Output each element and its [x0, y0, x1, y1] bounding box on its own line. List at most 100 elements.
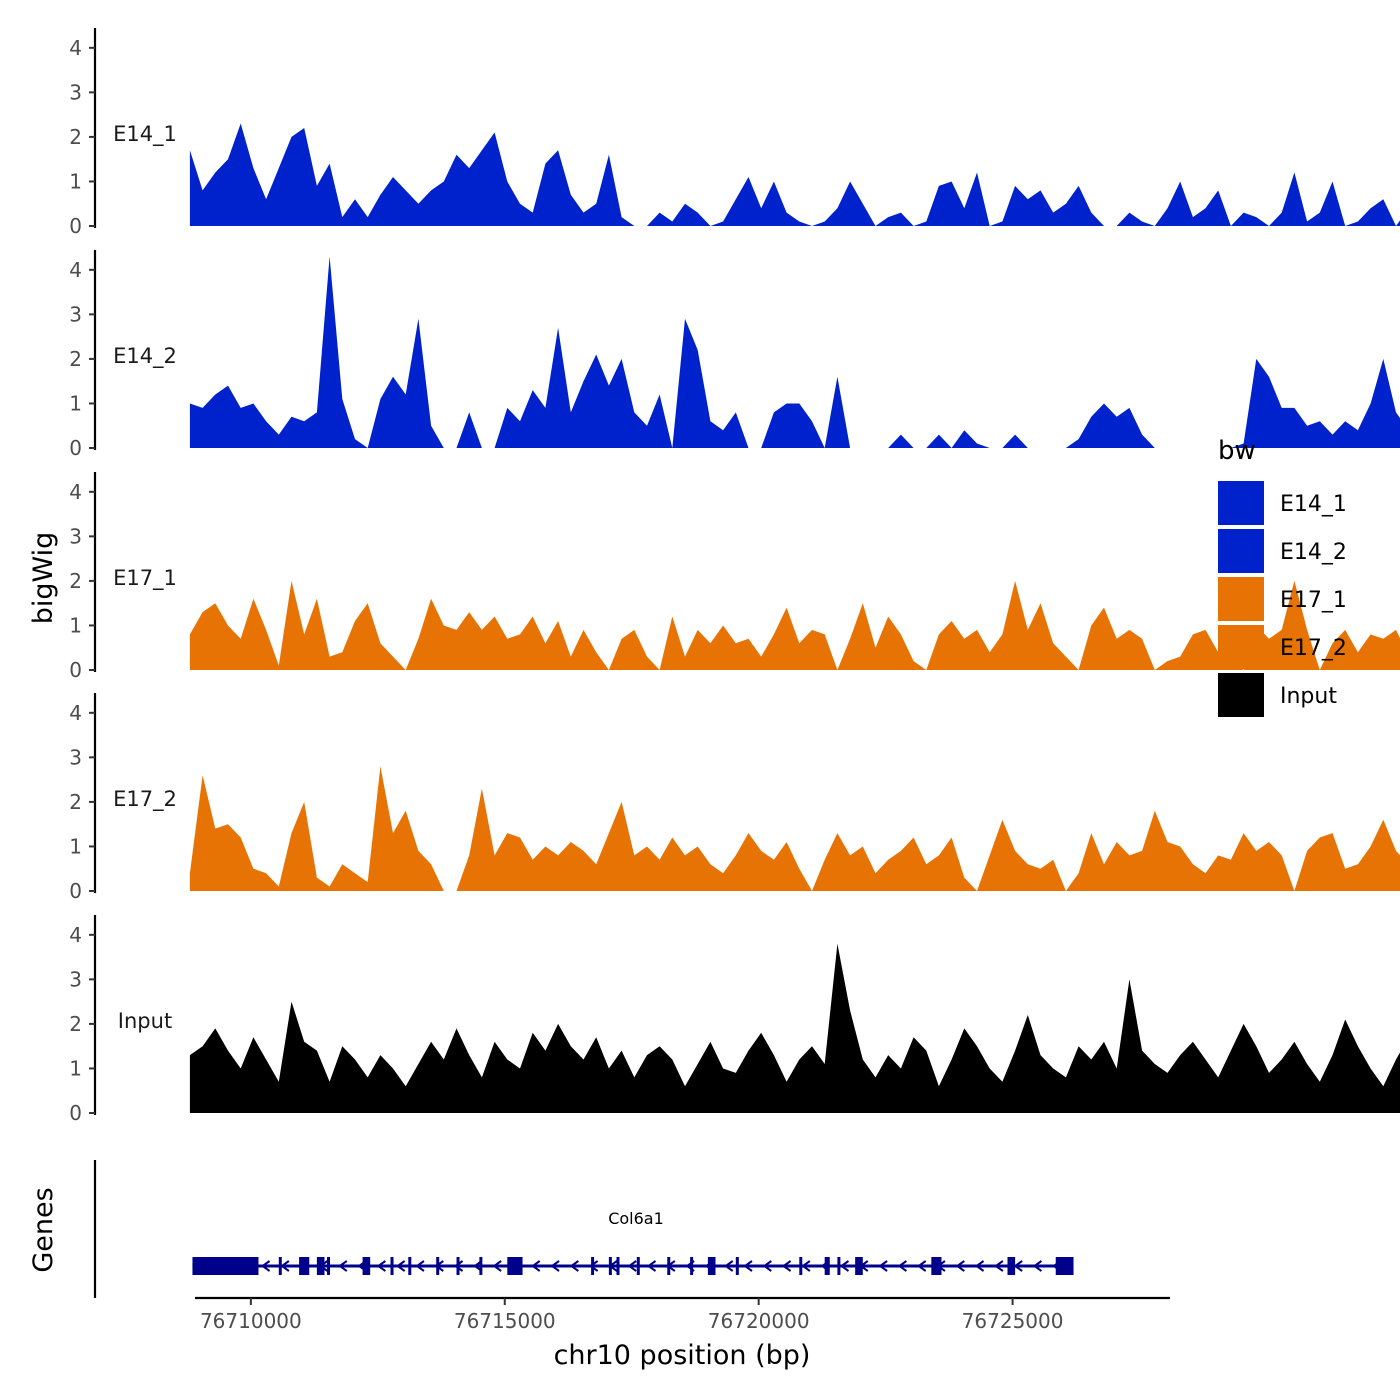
strand-arrow: [974, 1260, 985, 1272]
strand-arrow: [453, 1260, 464, 1272]
y-tick-label: 0: [69, 1101, 82, 1125]
legend-swatch: [1218, 481, 1264, 525]
y-tick-label: 4: [69, 701, 82, 725]
legend: bw E14_1 E14_2 E17_1 E17_2 Input: [1218, 436, 1347, 717]
y-tick-label: 1: [69, 613, 82, 637]
coverage-tracks: 0 1 2 3 4 E14_1 0 1 2 3 4 E14_2 0 1 2 3 4 E17_1 0 1 2 3 4 E17_2…: [69, 28, 1400, 1125]
gene-exon: [707, 1257, 716, 1275]
y-tick-label: 3: [69, 80, 82, 104]
strand-arrow: [338, 1260, 348, 1272]
gene-name-label: Col6a1: [608, 1209, 664, 1228]
legend-label: Input: [1280, 684, 1337, 709]
track-e17-2: 0 1 2 3 4 E17_2: [69, 693, 1400, 903]
gene-exon: [299, 1257, 310, 1275]
strand-arrow: [376, 1260, 386, 1272]
y-tick-label: 4: [69, 923, 82, 947]
y-tick-label: 1: [69, 1056, 82, 1080]
gene-exon: [824, 1257, 830, 1275]
track-label: Input: [118, 1009, 172, 1033]
gene-exon: [192, 1257, 259, 1275]
gene-exon: [479, 1257, 483, 1275]
y-tick-label: 1: [69, 834, 82, 858]
x-tick-label: 76715000: [454, 1309, 556, 1333]
track-input: 0 1 2 3 4 Input: [69, 915, 1400, 1125]
y-tick-label: 2: [69, 1012, 82, 1036]
strand-arrow: [762, 1260, 772, 1272]
genes-panel: Col6a1: [93, 1160, 1074, 1298]
x-axis-title: chr10 position (bp): [554, 1340, 811, 1371]
gene-exon: [667, 1257, 671, 1275]
y-tick-label: 3: [69, 745, 82, 769]
strand-arrow: [723, 1260, 734, 1272]
strand-arrow: [280, 1260, 290, 1272]
strand-arrow: [569, 1260, 579, 1272]
strand-arrow: [395, 1260, 406, 1272]
y-tick-label: 2: [69, 125, 82, 149]
y-axis-title: bigWig: [28, 532, 59, 625]
y-tick-label: 1: [69, 169, 82, 193]
y-tick-label: 2: [69, 569, 82, 593]
strand-arrow: [916, 1260, 927, 1272]
track-e14-1: 0 1 2 3 4 E14_1: [69, 28, 1400, 238]
strand-arrow: [1032, 1260, 1043, 1272]
track-e17-1: 0 1 2 3 4 E17_1: [69, 472, 1400, 682]
legend-label: E14_2: [1280, 540, 1347, 565]
strand-arrow: [627, 1260, 637, 1272]
gene-exon: [855, 1257, 863, 1275]
strand-arrow: [878, 1260, 888, 1272]
gene-exon: [436, 1257, 440, 1275]
x-tick-label: 76710000: [200, 1309, 302, 1333]
legend-label: E17_1: [1280, 588, 1347, 613]
legend-title: bw: [1218, 436, 1256, 466]
gene-exon: [1007, 1257, 1016, 1275]
strand-arrow: [801, 1260, 811, 1272]
gene-exon: [316, 1257, 325, 1275]
legend-swatch: [1218, 673, 1264, 717]
strand-arrow: [646, 1260, 657, 1272]
gene-exon: [278, 1257, 282, 1275]
y-tick-label: 0: [69, 658, 82, 682]
coverage-area: [189, 123, 1400, 226]
y-tick-label: 0: [69, 436, 82, 460]
legend-swatch: [1218, 625, 1264, 669]
strand-arrow: [743, 1260, 753, 1272]
gene-exon: [931, 1257, 942, 1275]
y-tick-label: 4: [69, 480, 82, 504]
y-tick-label: 2: [69, 347, 82, 371]
y-tick-label: 4: [69, 258, 82, 282]
gene-exon: [799, 1257, 803, 1275]
legend-swatch: [1218, 577, 1264, 621]
y-tick-label: 4: [69, 36, 82, 60]
gene-exon: [327, 1257, 331, 1275]
track-label: E14_2: [113, 344, 177, 369]
legend-swatch: [1218, 529, 1264, 573]
x-tick-label: 76725000: [962, 1309, 1064, 1333]
strand-arrow: [492, 1260, 502, 1272]
strand-arrow: [994, 1260, 1004, 1272]
gene-exon: [608, 1257, 612, 1275]
gene-exon: [408, 1257, 412, 1275]
gene-exon: [456, 1257, 460, 1275]
y-tick-label: 3: [69, 524, 82, 548]
track-e14-2: 0 1 2 3 4 E14_2: [69, 250, 1400, 460]
coverage-area: [189, 580, 1400, 670]
x-axis: 76710000 76715000 76720000 76725000: [195, 1296, 1170, 1333]
strand-arrow: [531, 1260, 541, 1272]
strand-arrow: [897, 1260, 907, 1272]
y-tick-label: 2: [69, 790, 82, 814]
gene-exon: [837, 1257, 841, 1275]
strand-arrow: [550, 1260, 560, 1272]
y-tick-label: 0: [69, 879, 82, 903]
strand-arrow: [415, 1260, 425, 1272]
strand-arrow: [1013, 1260, 1023, 1272]
gene-exon: [1055, 1257, 1074, 1275]
strand-arrow: [781, 1260, 792, 1272]
gene-exon: [390, 1257, 394, 1275]
strand-arrow: [588, 1260, 599, 1272]
y-tick-label: 1: [69, 391, 82, 415]
coverage-area: [189, 766, 1400, 891]
gene-exon: [507, 1257, 523, 1275]
gene-exon: [616, 1257, 620, 1275]
strand-arrow: [955, 1260, 965, 1272]
